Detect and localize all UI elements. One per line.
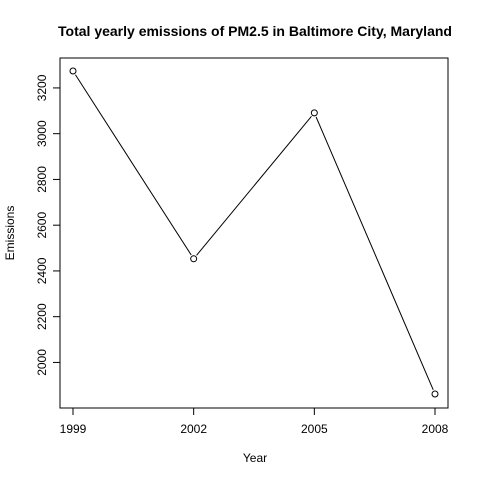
y-tick-label-2000: 2000 bbox=[35, 349, 49, 376]
series-line-segment-1999-2002 bbox=[75, 74, 192, 256]
data-point-2008 bbox=[431, 390, 439, 398]
data-point-2002 bbox=[190, 255, 198, 263]
series-line-segment-2002-2005 bbox=[196, 116, 312, 256]
x-tick-label-1999: 1999 bbox=[60, 422, 87, 436]
y-tick-label-2600: 2600 bbox=[35, 212, 49, 239]
x-tick-label-2002: 2002 bbox=[180, 422, 207, 436]
x-tick-label-2005: 2005 bbox=[301, 422, 328, 436]
x-tick-label-2008: 2008 bbox=[422, 422, 449, 436]
y-tick-label-2400: 2400 bbox=[35, 257, 49, 284]
chart-title: Total yearly emissions of PM2.5 in Balti… bbox=[58, 23, 452, 39]
data-point-1999 bbox=[69, 67, 77, 75]
series-line-segment-2005-2008 bbox=[315, 116, 434, 391]
plot-area: 1999 2002 2005 2008 2000 2200 2400 2600 2800 3000… bbox=[35, 57, 449, 436]
y-tick-label-3000: 3000 bbox=[35, 120, 49, 147]
y-tick-label-2800: 2800 bbox=[35, 166, 49, 193]
data-point-2005 bbox=[310, 109, 318, 117]
plot-frame bbox=[59, 57, 449, 409]
y-tick-label-2200: 2200 bbox=[35, 303, 49, 330]
y-tick-label-3200: 3200 bbox=[35, 74, 49, 101]
x-axis-label: Year bbox=[243, 451, 267, 465]
y-axis-label: Emissions bbox=[3, 206, 17, 261]
